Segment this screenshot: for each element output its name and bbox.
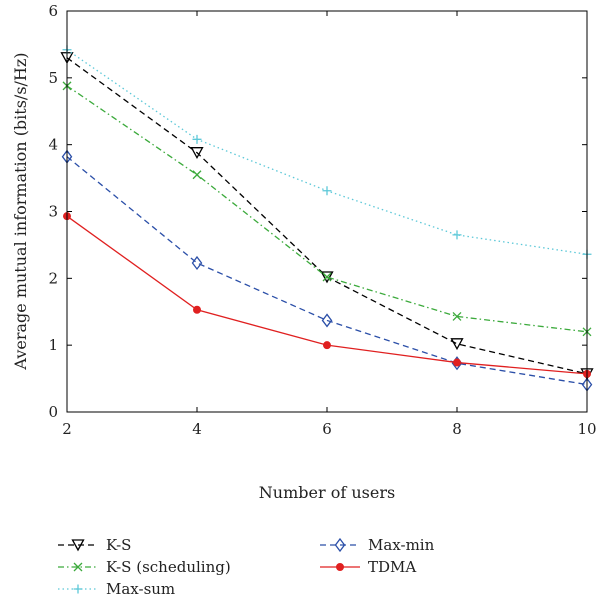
y-tick-label: 1 (48, 336, 58, 354)
series-line (66, 215, 588, 375)
y-tick-label: 4 (48, 136, 58, 154)
y-tick-label: 0 (48, 403, 58, 421)
legend-label: Max-min (368, 536, 435, 554)
legend-marker (71, 539, 85, 552)
x-axis-title: Number of users (259, 483, 395, 502)
series-line (66, 85, 588, 333)
axis-ticks: 2 4 6 8 10 0 1 2 3 4 5 6 (48, 2, 596, 438)
y-axis-title: Average mutual information (bits/s/Hz) (11, 52, 30, 370)
data-point (450, 338, 464, 351)
x-tick-label: 4 (192, 420, 202, 438)
series-1 (62, 81, 592, 337)
data-point (320, 271, 334, 284)
legend-item: K-S (scheduling) (58, 558, 231, 576)
legend-label: Max-sum (106, 580, 175, 598)
legend-item: TDMA (320, 558, 416, 576)
plot-frame (66, 10, 588, 413)
x-tick-label: 10 (577, 420, 596, 438)
legend-item: K-S (58, 536, 131, 554)
y-tick-label: 2 (48, 269, 58, 287)
legend: K-S K-S (scheduling) Max-sum Max-min TDMA (58, 536, 435, 598)
y-tick-label: 5 (48, 69, 58, 87)
legend-label: TDMA (368, 558, 416, 576)
data-point (192, 134, 202, 144)
x-tick-label: 6 (322, 420, 332, 438)
x-tick-label: 8 (452, 420, 462, 438)
x-tick-label: 2 (62, 420, 72, 438)
data-point (322, 186, 332, 196)
data-point (193, 305, 201, 314)
series-0 (60, 52, 594, 381)
data-point (452, 311, 462, 321)
series-line (66, 156, 588, 386)
data-point (453, 358, 461, 367)
legend-item: Max-min (320, 536, 435, 554)
data-point (190, 147, 204, 160)
legend-marker (334, 537, 346, 553)
data-point (192, 170, 202, 180)
legend-marker (73, 584, 83, 594)
legend-marker (73, 562, 83, 572)
legend-item: Max-sum (58, 580, 175, 598)
series-line (66, 49, 588, 255)
plot-series (60, 45, 594, 392)
data-point (323, 341, 331, 350)
series-2 (62, 45, 592, 259)
data-point (322, 272, 332, 282)
data-point (452, 230, 462, 240)
legend-marker (336, 563, 344, 571)
series-4 (63, 212, 591, 378)
legend-label: K-S (106, 536, 131, 554)
y-tick-label: 6 (48, 2, 58, 20)
data-point (191, 255, 203, 271)
y-tick-label: 3 (48, 203, 58, 221)
data-point (321, 313, 333, 328)
legend-label: K-S (scheduling) (106, 558, 231, 576)
